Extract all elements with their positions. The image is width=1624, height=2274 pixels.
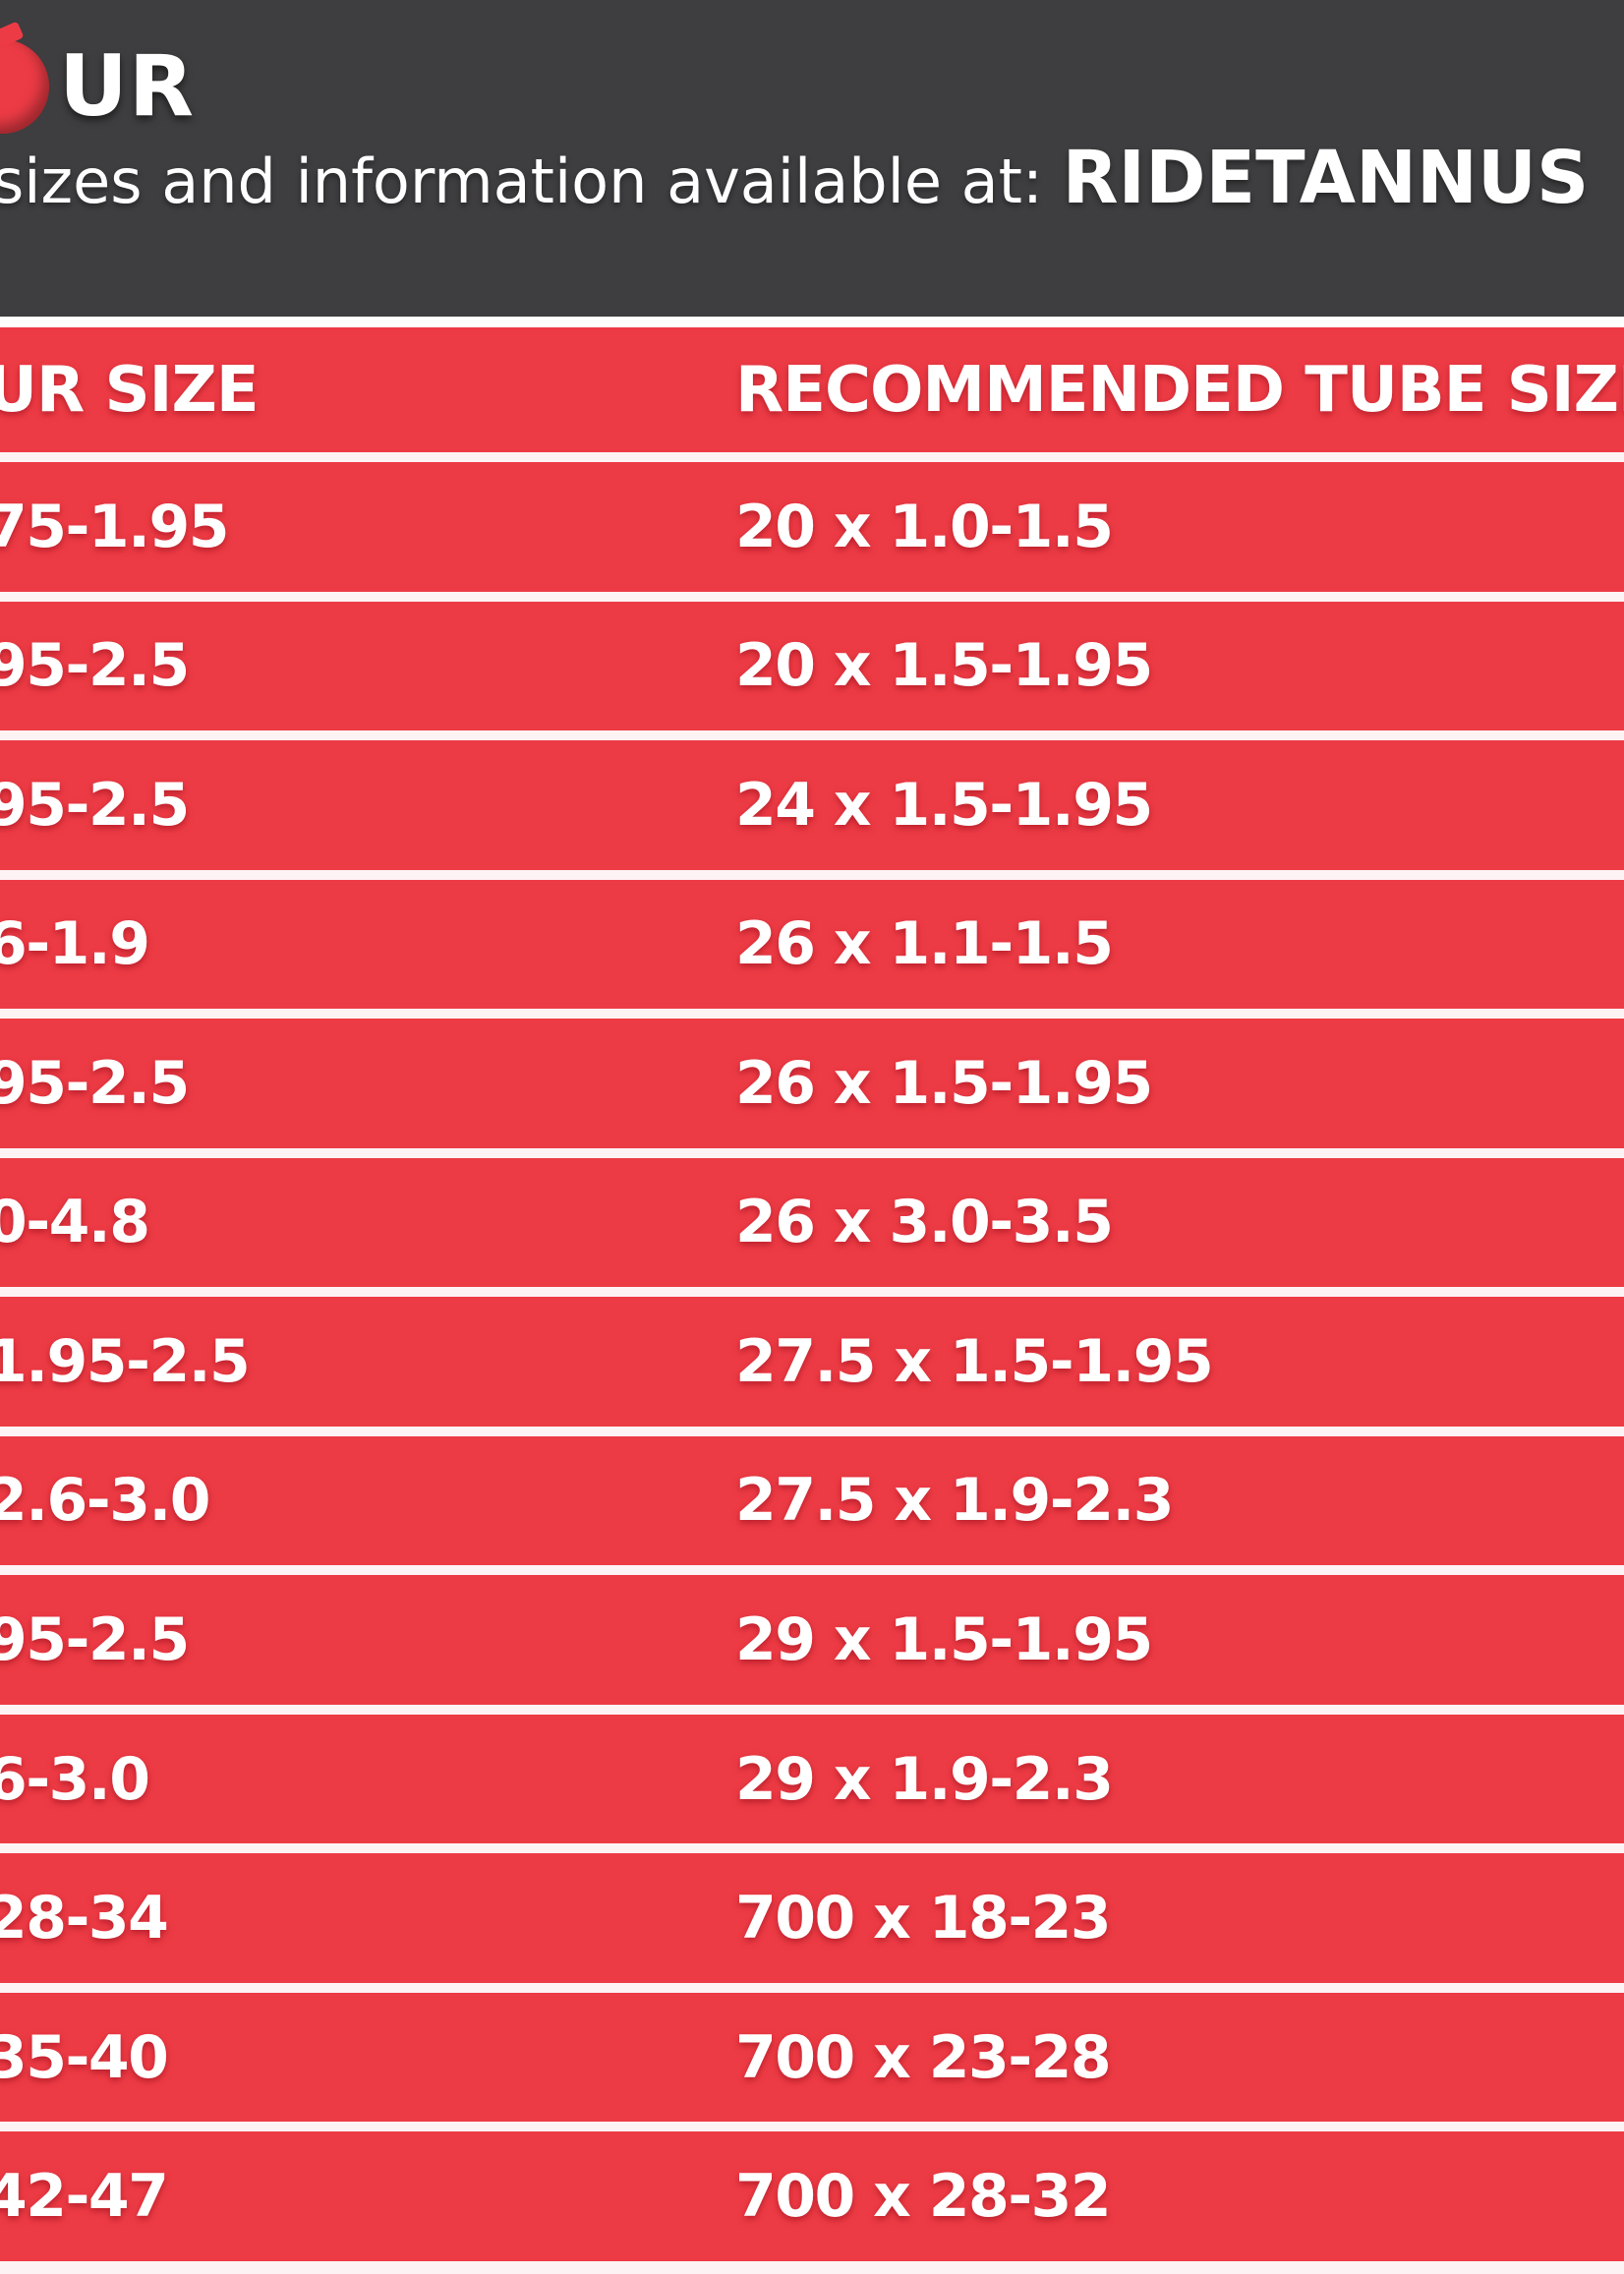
table-row: 0-4.8 26 x 3.0-3.5 — [0, 1158, 1624, 1288]
table-row: 28-34 700 x 18-23 — [0, 1853, 1624, 1983]
column-header-tube: RECOMMENDED TUBE SIZE — [735, 353, 1624, 427]
row-separator — [0, 730, 1624, 741]
table-row: 2.6-3.0 27.5 x 1.9-2.3 — [0, 1436, 1624, 1566]
table-row: 95-2.5 24 x 1.5-1.95 — [0, 740, 1624, 870]
tire-size-cell: 28-34 — [0, 1884, 169, 1953]
header-divider — [0, 317, 1624, 327]
tire-size-cell: 95-2.5 — [0, 1605, 190, 1675]
tire-size-cell: 95-2.5 — [0, 1048, 190, 1118]
tube-size-cell: 27.5 x 1.5-1.95 — [735, 1326, 1214, 1396]
table-row: 75-1.95 20 x 1.0-1.5 — [0, 462, 1624, 592]
tire-size-cell: 0-4.8 — [0, 1188, 150, 1257]
tube-size-table: UR SIZE RECOMMENDED TUBE SIZE 75-1.95 20 … — [0, 327, 1624, 2274]
row-separator — [0, 1704, 1624, 1715]
bottom-divider — [0, 2260, 1624, 2274]
tube-size-cell: 29 x 1.5-1.95 — [735, 1605, 1153, 1675]
tube-size-cell: 24 x 1.5-1.95 — [735, 770, 1153, 840]
table-row: 95-2.5 26 x 1.5-1.95 — [0, 1019, 1624, 1148]
tire-size-cell: 42-47 — [0, 2162, 169, 2232]
tire-size-cell: 2.6-3.0 — [0, 1466, 210, 1536]
row-separator — [0, 1565, 1624, 1576]
row-separator — [0, 1426, 1624, 1436]
subtitle-brand-text: RIDETANNUS — [1062, 136, 1590, 220]
tube-size-cell: 20 x 1.5-1.95 — [735, 631, 1153, 701]
table-row: 6-1.9 26 x 1.1-1.5 — [0, 880, 1624, 1010]
tire-size-cell: 6-1.9 — [0, 909, 150, 979]
row-separator — [0, 1287, 1624, 1298]
tube-size-cell: 29 x 1.9-2.3 — [735, 1744, 1114, 1814]
table-row: 1.95-2.5 27.5 x 1.5-1.95 — [0, 1297, 1624, 1427]
tube-size-cell: 26 x 3.0-3.5 — [735, 1188, 1114, 1257]
table-row: 35-40 700 x 23-28 — [0, 1993, 1624, 2123]
tube-size-cell: 700 x 18-23 — [735, 1884, 1112, 1953]
logo-text: UR — [59, 37, 196, 136]
subtitle-text: sizes and information available at: — [0, 146, 1063, 217]
row-separator — [0, 1009, 1624, 1020]
row-separator — [0, 1843, 1624, 1854]
tube-size-cell: 27.5 x 1.9-2.3 — [735, 1466, 1175, 1536]
tire-size-cell: 6-3.0 — [0, 1744, 150, 1814]
row-separator — [0, 591, 1624, 602]
row-separator — [0, 1982, 1624, 1993]
tire-size-cell: 95-2.5 — [0, 631, 190, 701]
tire-size-cell: 75-1.95 — [0, 492, 229, 561]
row-separator — [0, 452, 1624, 462]
table-row: 42-47 700 x 28-32 — [0, 2131, 1624, 2261]
row-separator — [0, 869, 1624, 880]
tube-size-cell: 700 x 23-28 — [735, 2022, 1112, 2092]
column-header-size: UR SIZE — [0, 353, 260, 427]
tube-size-cell: 700 x 28-32 — [735, 2162, 1112, 2232]
row-separator — [0, 1147, 1624, 1158]
logo-circle-icon — [0, 39, 49, 134]
table-row: 95-2.5 20 x 1.5-1.95 — [0, 602, 1624, 731]
top-banner: UR sizes and information available at: R… — [0, 0, 1624, 317]
banner-subtitle: sizes and information available at: RIDE… — [0, 130, 1589, 228]
tire-size-cell: 1.95-2.5 — [0, 1326, 251, 1396]
tire-size-cell: 35-40 — [0, 2022, 169, 2092]
table-row: 95-2.5 29 x 1.5-1.95 — [0, 1575, 1624, 1705]
brand-logo: UR — [0, 21, 196, 136]
tube-size-cell: 26 x 1.5-1.95 — [735, 1048, 1153, 1118]
tube-size-cell: 20 x 1.0-1.5 — [735, 492, 1114, 561]
row-separator — [0, 2122, 1624, 2132]
tire-size-cell: 95-2.5 — [0, 770, 190, 840]
table-row: 6-3.0 29 x 1.9-2.3 — [0, 1715, 1624, 1844]
table-header-row: UR SIZE RECOMMENDED TUBE SIZE — [0, 327, 1624, 452]
tube-size-cell: 26 x 1.1-1.5 — [735, 909, 1114, 979]
